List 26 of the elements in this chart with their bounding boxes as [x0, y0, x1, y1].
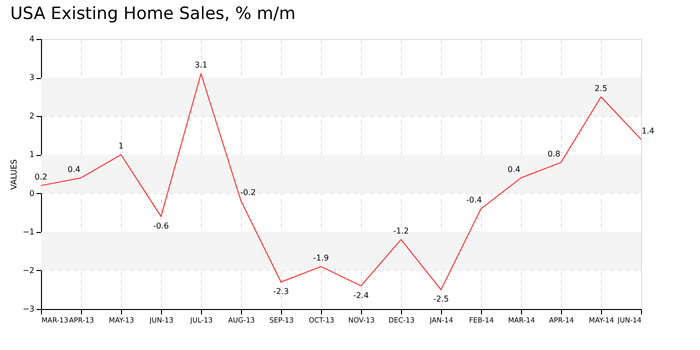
y-tick-label: 1 [29, 150, 34, 160]
data-label: 0.4 [68, 164, 80, 174]
data-label: -0.2 [240, 188, 256, 197]
data-label: 1 [118, 142, 124, 151]
data-label: -0.6 [153, 221, 169, 230]
data-label: 0.2 [34, 172, 48, 182]
y-tick-label: 4 [29, 34, 34, 44]
data-label: -1.2 [393, 226, 409, 236]
y-tick-label: −3 [22, 304, 34, 314]
data-label: 2.5 [594, 84, 608, 93]
data-label: 0.8 [548, 149, 560, 158]
data-label: -2.3 [273, 287, 289, 296]
data-label: -2.4 [353, 290, 369, 300]
y-tick-label: 2 [29, 112, 34, 121]
y-tick-label: 0 [29, 188, 34, 198]
y-tick-label: −2 [22, 266, 34, 275]
y-tick-label: 3 [29, 73, 34, 82]
y-tick-label: −1 [22, 227, 34, 236]
data-label: -1.9 [313, 254, 329, 263]
data-label: 0.4 [508, 164, 520, 174]
data-label: 1.4 [642, 126, 654, 136]
data-label: 3.1 [194, 60, 208, 70]
y-axis-title: VALUES [10, 159, 19, 190]
data-label: -2.5 [433, 294, 449, 304]
data-label: -0.4 [466, 196, 482, 205]
chart-title: USA Existing Home Sales, % m/m [10, 4, 296, 24]
